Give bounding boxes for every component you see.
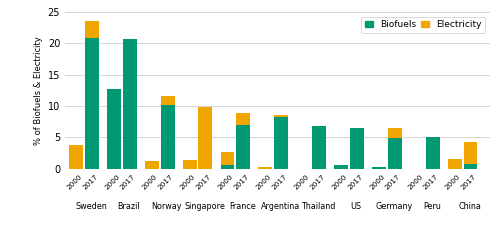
Y-axis label: % of Biofuels & Electricity: % of Biofuels & Electricity — [34, 36, 43, 145]
Text: Brazil: Brazil — [118, 202, 140, 211]
Bar — [236, 126, 250, 169]
Text: France: France — [229, 202, 256, 211]
Text: Argentina: Argentina — [260, 202, 300, 211]
Bar — [198, 107, 212, 169]
Bar — [258, 167, 272, 169]
Bar — [274, 117, 288, 169]
Bar — [448, 159, 462, 169]
Bar — [220, 165, 234, 169]
Bar — [182, 160, 196, 169]
Text: US: US — [350, 202, 362, 211]
Bar — [107, 89, 121, 169]
Bar — [69, 145, 83, 169]
Text: Norway: Norway — [152, 202, 182, 211]
Bar — [372, 167, 386, 169]
Text: China: China — [458, 202, 481, 211]
Text: Peru: Peru — [423, 202, 440, 211]
Bar — [426, 137, 440, 169]
Bar — [160, 105, 174, 169]
Bar — [220, 152, 234, 165]
Bar — [464, 164, 477, 169]
Bar — [236, 113, 250, 126]
Bar — [274, 115, 288, 117]
Bar — [160, 96, 174, 105]
Text: Sweden: Sweden — [75, 202, 107, 211]
Bar — [464, 142, 477, 164]
Bar — [85, 21, 99, 38]
Bar — [312, 126, 326, 169]
Bar — [122, 39, 136, 169]
Bar — [388, 128, 402, 138]
Legend: Biofuels, Electricity: Biofuels, Electricity — [362, 17, 486, 33]
Text: Germany: Germany — [375, 202, 412, 211]
Bar — [388, 138, 402, 169]
Bar — [350, 128, 364, 169]
Bar — [145, 161, 158, 169]
Text: Singapore: Singapore — [184, 202, 225, 211]
Bar — [85, 38, 99, 169]
Text: Thailand: Thailand — [301, 202, 336, 211]
Bar — [334, 165, 348, 169]
